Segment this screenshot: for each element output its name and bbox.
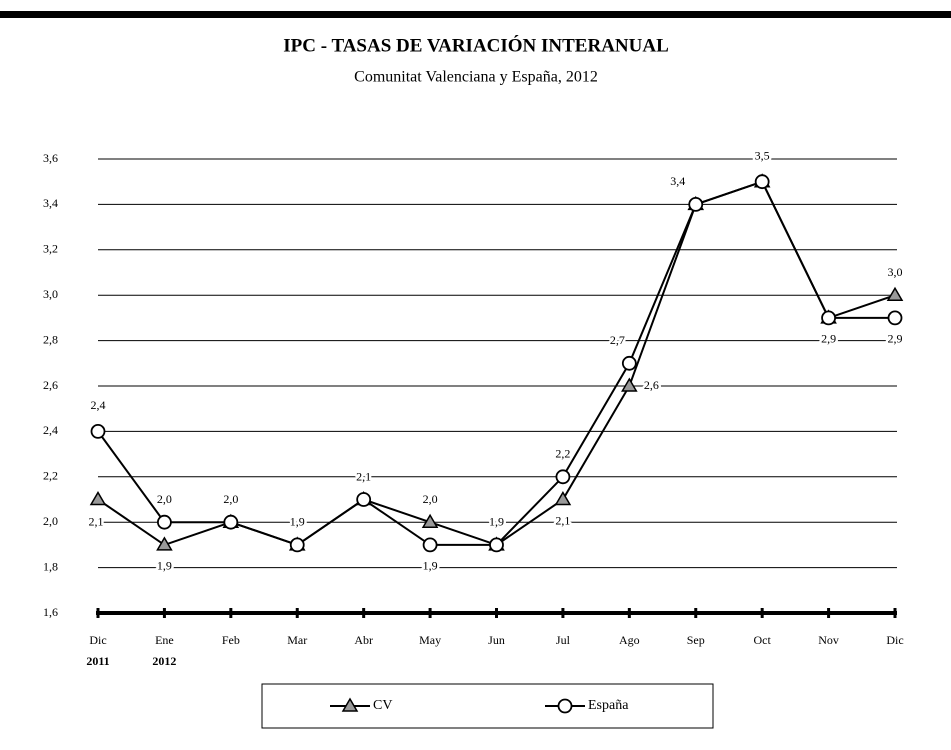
data-label: 3,0: [888, 265, 903, 279]
marker: [821, 310, 836, 326]
x-tick-label: Oct: [754, 633, 772, 647]
legend-box: [261, 683, 714, 729]
y-tick-label: 2,8: [43, 332, 58, 346]
legend-label: CV: [373, 698, 392, 713]
x-tick-label: Dic: [89, 633, 106, 647]
marker: [688, 196, 704, 212]
marker: [157, 514, 172, 530]
data-label: 1,9: [157, 559, 172, 573]
x-tick-label: Dic: [886, 633, 903, 647]
x-tick-label: Nov: [818, 633, 839, 647]
y-tick-label: 2,4: [43, 423, 58, 437]
marker: [223, 514, 239, 530]
marker: [554, 491, 572, 506]
y-tick-label: 2,2: [43, 469, 58, 483]
marker: [156, 536, 173, 551]
data-label: 3,5: [755, 148, 770, 162]
marker: [621, 355, 637, 371]
y-tick-label: 2,0: [43, 514, 58, 528]
data-label: 2,7: [610, 333, 625, 347]
marker: [289, 537, 305, 553]
marker: [90, 423, 106, 439]
marker: [421, 513, 439, 528]
marker: [886, 286, 904, 301]
x-tick-label: Ago: [619, 633, 640, 647]
y-tick-label: 3,4: [43, 196, 58, 210]
data-label: 2,1: [555, 513, 570, 527]
marker: [754, 174, 770, 190]
y-tick-label: 2,6: [43, 378, 58, 392]
data-label: 2,0: [423, 492, 438, 506]
data-label: 2,1: [89, 514, 104, 528]
data-label: 1,9: [489, 515, 504, 529]
series-line: [97, 180, 895, 547]
year-label: 2012: [152, 654, 176, 668]
series-line: [97, 180, 896, 547]
data-label: 2,9: [821, 332, 836, 346]
legend-label: España: [588, 698, 629, 713]
marker: [887, 310, 903, 326]
data-label: 1,9: [423, 559, 438, 573]
chart-subtitle: Comunitat Valenciana y España, 2012: [354, 69, 598, 86]
marker: [555, 469, 571, 485]
y-tick-label: 1,6: [43, 605, 58, 619]
marker: [422, 537, 438, 553]
data-label: 3,4: [670, 174, 685, 188]
marker: [621, 377, 638, 392]
marker: [557, 698, 573, 714]
x-tick-label: Sep: [687, 633, 705, 647]
marker: [489, 537, 504, 553]
data-label: 2,0: [157, 492, 172, 506]
marker: [356, 492, 372, 507]
marker: [341, 697, 359, 712]
year-label: 2011: [86, 654, 109, 668]
y-tick-label: 3,0: [43, 287, 58, 301]
top-bar: [0, 11, 951, 18]
x-tick-label: Abr: [354, 633, 373, 647]
data-label: 2,0: [223, 492, 238, 506]
x-tick-label: Mar: [287, 633, 307, 647]
x-tick-label: Jun: [488, 633, 505, 647]
data-label: 1,9: [290, 515, 305, 529]
data-label: 2,2: [555, 447, 570, 461]
x-tick-label: Jul: [556, 633, 571, 647]
data-label: 2,6: [644, 378, 659, 392]
data-label: 2,4: [91, 398, 106, 412]
y-tick-label: 3,2: [43, 242, 58, 256]
data-label: 2,1: [356, 469, 371, 483]
x-tick-label: Feb: [222, 633, 240, 647]
x-tick-label: May: [419, 633, 441, 647]
data-label: 2,9: [888, 332, 903, 346]
y-tick-label: 3,6: [43, 151, 58, 165]
chart-title: IPC - TASAS DE VARIACIÓN INTERANUAL: [283, 34, 669, 56]
x-tick-label: Ene: [155, 633, 174, 647]
marker: [89, 491, 107, 506]
y-tick-label: 1,8: [43, 559, 58, 573]
